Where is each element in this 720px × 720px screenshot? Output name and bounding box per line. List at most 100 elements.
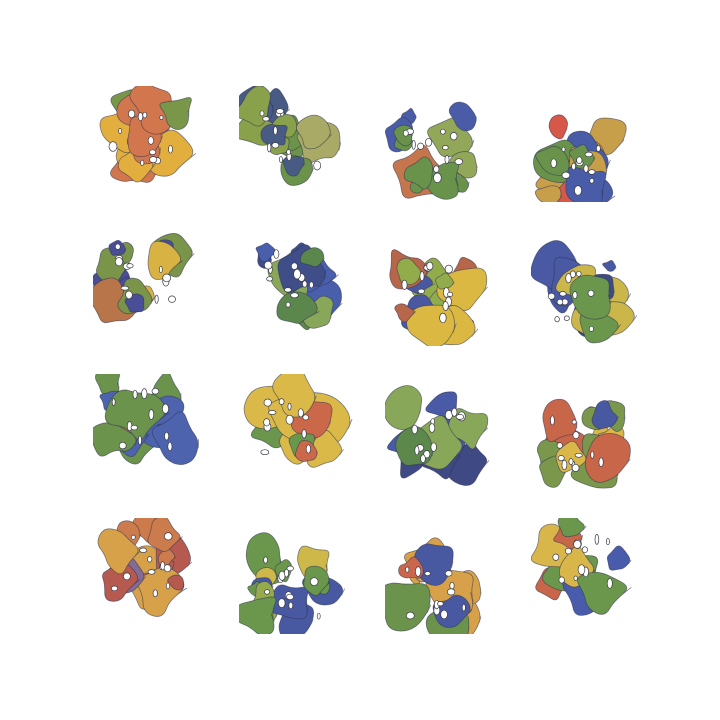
blob-shape bbox=[606, 545, 632, 571]
spot-mark bbox=[286, 565, 294, 572]
spot-mark bbox=[572, 431, 580, 440]
spot-mark bbox=[563, 315, 570, 321]
spot-mark bbox=[550, 415, 555, 426]
blob-shape bbox=[93, 422, 139, 457]
spot-mark bbox=[163, 564, 172, 573]
spot-mark bbox=[576, 156, 583, 164]
spot-mark bbox=[264, 260, 273, 270]
spot-mark bbox=[554, 316, 560, 323]
spot-mark bbox=[558, 576, 565, 584]
spot-mark bbox=[437, 601, 444, 607]
blob-shape bbox=[129, 86, 174, 135]
blob-shape bbox=[296, 114, 332, 150]
sample-tile bbox=[93, 86, 209, 202]
spot-mark bbox=[561, 146, 566, 152]
spot-mark bbox=[266, 276, 274, 282]
sample-image bbox=[243, 374, 353, 468]
spot-mark bbox=[142, 111, 148, 119]
spot-mark bbox=[587, 289, 595, 297]
spot-mark bbox=[455, 414, 465, 420]
spot-mark bbox=[132, 389, 138, 399]
spot-mark bbox=[126, 263, 134, 269]
spot-mark bbox=[559, 291, 567, 297]
spot-mark bbox=[111, 398, 116, 406]
spot-mark bbox=[550, 158, 557, 168]
blob-shape bbox=[159, 97, 192, 130]
spot-mark bbox=[417, 288, 425, 294]
spot-mark bbox=[128, 109, 136, 119]
blob-shape bbox=[557, 518, 587, 538]
blob-shape bbox=[534, 185, 563, 202]
blob-shape bbox=[299, 247, 325, 268]
blob-shape bbox=[584, 432, 631, 483]
blob-shape bbox=[602, 259, 617, 272]
spot-mark bbox=[263, 556, 268, 564]
spot-mark bbox=[444, 570, 453, 577]
spot-mark bbox=[293, 268, 301, 280]
spot-mark bbox=[137, 112, 144, 122]
spot-mark bbox=[114, 257, 124, 267]
spot-mark bbox=[141, 388, 148, 399]
sample-tile bbox=[239, 230, 355, 346]
sample-tile bbox=[385, 230, 501, 346]
spot-mark bbox=[147, 569, 156, 575]
spot-mark bbox=[164, 431, 170, 441]
spot-mark bbox=[440, 128, 446, 135]
spot-mark bbox=[446, 588, 456, 596]
spot-mark bbox=[285, 301, 291, 308]
spot-mark bbox=[588, 169, 596, 175]
spot-mark bbox=[564, 547, 572, 555]
sample-image bbox=[239, 86, 342, 186]
spot-mark bbox=[561, 171, 571, 179]
sample-tile bbox=[385, 86, 501, 202]
sample-image bbox=[93, 233, 195, 324]
sample-tile bbox=[531, 230, 647, 346]
spot-mark bbox=[130, 424, 138, 431]
spot-mark bbox=[147, 136, 155, 145]
spot-mark bbox=[571, 463, 580, 472]
sample-image bbox=[385, 101, 478, 200]
spot-mark bbox=[605, 538, 610, 546]
blob-shape bbox=[548, 114, 568, 140]
sample-image bbox=[93, 374, 199, 465]
spot-mark bbox=[556, 298, 564, 306]
spot-mark bbox=[447, 291, 454, 297]
sample-tile bbox=[239, 374, 355, 490]
spot-mark bbox=[268, 410, 277, 415]
spot-mark bbox=[552, 553, 560, 561]
spot-mark bbox=[444, 264, 453, 274]
sample-tile bbox=[93, 230, 209, 346]
spot-mark bbox=[572, 291, 578, 300]
sample-image bbox=[385, 385, 490, 486]
sample-tile bbox=[93, 518, 209, 634]
spot-mark bbox=[148, 409, 155, 420]
spot-mark bbox=[149, 149, 157, 155]
blob-shape bbox=[396, 257, 423, 286]
blob-shape bbox=[591, 400, 619, 430]
sample-image bbox=[385, 537, 482, 634]
spot-mark bbox=[147, 556, 153, 563]
spot-mark bbox=[287, 402, 292, 411]
sample-tile bbox=[531, 86, 647, 202]
sample-image bbox=[99, 86, 197, 183]
spot-mark bbox=[415, 566, 422, 577]
spot-mark bbox=[449, 581, 455, 590]
spot-mark bbox=[598, 457, 604, 467]
spot-mark bbox=[167, 441, 173, 452]
spot-mark bbox=[440, 609, 448, 620]
sample-tile bbox=[385, 518, 501, 634]
spot-mark bbox=[259, 110, 265, 117]
spot-mark bbox=[414, 445, 420, 456]
spot-mark bbox=[264, 589, 271, 595]
spot-mark bbox=[428, 423, 436, 433]
spot-mark bbox=[130, 534, 136, 540]
spot-mark bbox=[267, 142, 272, 153]
blob-shape bbox=[542, 398, 578, 443]
spot-mark bbox=[576, 270, 582, 277]
blob-shape bbox=[97, 528, 142, 575]
sample-tile bbox=[531, 374, 647, 490]
spot-mark bbox=[444, 155, 450, 164]
spot-mark bbox=[297, 408, 304, 418]
spot-mark bbox=[275, 108, 285, 115]
